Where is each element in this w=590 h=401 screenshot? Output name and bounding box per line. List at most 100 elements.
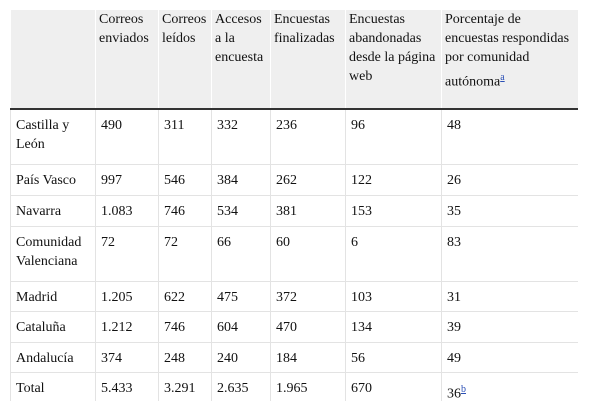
cell-text: 1.205 xyxy=(101,289,133,305)
cell-text: 6 xyxy=(351,234,358,250)
cell-text: 240 xyxy=(217,350,238,366)
cell: 746 xyxy=(158,194,212,227)
cell-text: 311 xyxy=(164,118,185,133)
cell: 2.635 xyxy=(211,371,271,401)
cell-text: 997 xyxy=(101,172,122,188)
cell-text: 83 xyxy=(447,234,461,250)
cell: 184 xyxy=(270,341,346,373)
row-label: Total xyxy=(10,371,96,401)
cell: 153 xyxy=(345,194,442,227)
cell: 1.965 xyxy=(270,371,346,401)
cell-text: 262 xyxy=(276,172,297,188)
cell-text: 66 xyxy=(217,234,231,250)
table-row: Navarra 1.083 746 534 381 153 35 xyxy=(10,194,578,227)
data-table: Correos enviados Correos leídos Accesos a … xyxy=(10,10,578,401)
cell-text: Comunidad Valenciana xyxy=(16,234,82,269)
cell-text: 372 xyxy=(276,289,297,305)
cell-text: 36 xyxy=(447,386,461,401)
footnote-link[interactable]: b xyxy=(461,383,466,395)
cell-text: 490 xyxy=(101,118,122,133)
cell: 746 xyxy=(158,310,212,343)
cell-text: 5.433 xyxy=(101,380,133,396)
cell-text: Cataluña xyxy=(16,319,66,335)
cell: 134 xyxy=(345,310,442,343)
footnote-link[interactable]: a xyxy=(500,72,505,83)
row-label: Andalucía xyxy=(10,341,96,373)
cell: 122 xyxy=(345,163,442,196)
header-cell: Accesos a la encuesta xyxy=(211,10,271,110)
cell-text: 103 xyxy=(351,289,372,305)
cell-text: Andalucía xyxy=(16,350,74,366)
cell-text: 26 xyxy=(447,172,461,188)
cell-text: 56 xyxy=(351,350,365,366)
cell-text: 470 xyxy=(276,319,297,335)
cell-text: 374 xyxy=(101,350,122,366)
header-cell xyxy=(10,10,96,110)
table-row: Comunidad Valenciana 72 72 66 60 6 83 xyxy=(10,225,578,282)
cell: 490 xyxy=(95,108,159,165)
cell-text: 72 xyxy=(164,234,178,250)
header-text: Porcentaje de encuestas respondidas por … xyxy=(445,12,570,90)
cell: 31 xyxy=(441,280,578,312)
cell: 5.433 xyxy=(95,371,159,401)
cell-text: Navarra xyxy=(16,203,62,219)
cell-text: 35 xyxy=(447,203,461,219)
header-cell: Encuestas finalizadas xyxy=(270,10,346,110)
header-text: Correos leídos xyxy=(162,12,207,46)
row-label: Madrid xyxy=(10,280,96,312)
cell: 1.083 xyxy=(95,194,159,227)
cell-text: 184 xyxy=(276,350,297,366)
row-label: País Vasco xyxy=(10,163,96,196)
cell: 72 xyxy=(95,225,159,282)
header-cell: Correos enviados xyxy=(95,10,159,110)
cell-text: 475 xyxy=(217,289,238,305)
header-text: Correos enviados xyxy=(99,12,149,46)
cell: 372 xyxy=(270,280,346,312)
cell: 262 xyxy=(270,163,346,196)
cell: 622 xyxy=(158,280,212,312)
cell-text: 546 xyxy=(164,172,185,188)
table-row: Total 5.433 3.291 2.635 1.965 670 36b xyxy=(10,371,578,401)
cell-text: 622 xyxy=(164,289,185,305)
cell: 83 xyxy=(441,225,578,282)
cell-text: 3.291 xyxy=(164,380,196,396)
cell-text: 60 xyxy=(276,234,290,250)
cell-text: Castilla y León xyxy=(16,118,70,152)
cell: 56 xyxy=(345,341,442,373)
cell-text: 153 xyxy=(351,203,372,219)
cell-text: 248 xyxy=(164,350,185,366)
cell-text: 2.635 xyxy=(217,380,249,396)
row-label: Castilla y León xyxy=(10,108,96,165)
cell-text: 39 xyxy=(447,319,461,335)
cell-text: 49 xyxy=(447,350,461,366)
cell-text: Total xyxy=(16,380,45,396)
table-row: Castilla y León 490 311 332 236 96 48 xyxy=(10,108,578,165)
header-cell: Porcentaje de encuestas respondidas por … xyxy=(441,10,578,110)
cell: 546 xyxy=(158,163,212,196)
header-cell: Correos leídos xyxy=(158,10,212,110)
cell: 66 xyxy=(211,225,271,282)
cell-text: 31 xyxy=(447,289,461,305)
cell: 1.212 xyxy=(95,310,159,343)
cell: 470 xyxy=(270,310,346,343)
table-row: Madrid 1.205 622 475 372 103 31 xyxy=(10,280,578,312)
cell: 997 xyxy=(95,163,159,196)
cell-text: 534 xyxy=(217,203,238,219)
cell: 60 xyxy=(270,225,346,282)
cell: 332 xyxy=(211,108,271,165)
cell-text: 134 xyxy=(351,319,372,335)
cell-text: 96 xyxy=(351,118,365,133)
header-text: Encuestas finalizadas xyxy=(274,12,335,46)
cell-text: 1.212 xyxy=(101,319,133,335)
header-text: Accesos a la encuesta xyxy=(215,12,264,65)
cell: 381 xyxy=(270,194,346,227)
row-label: Navarra xyxy=(10,194,96,227)
header-row: Correos enviados Correos leídos Accesos a … xyxy=(10,10,578,110)
footnote-marker: a xyxy=(500,70,504,83)
cell: 26 xyxy=(441,163,578,196)
cell: 48 xyxy=(441,108,578,165)
cell: 103 xyxy=(345,280,442,312)
cell: 374 xyxy=(95,341,159,373)
cell: 534 xyxy=(211,194,271,227)
row-label: Cataluña xyxy=(10,310,96,343)
